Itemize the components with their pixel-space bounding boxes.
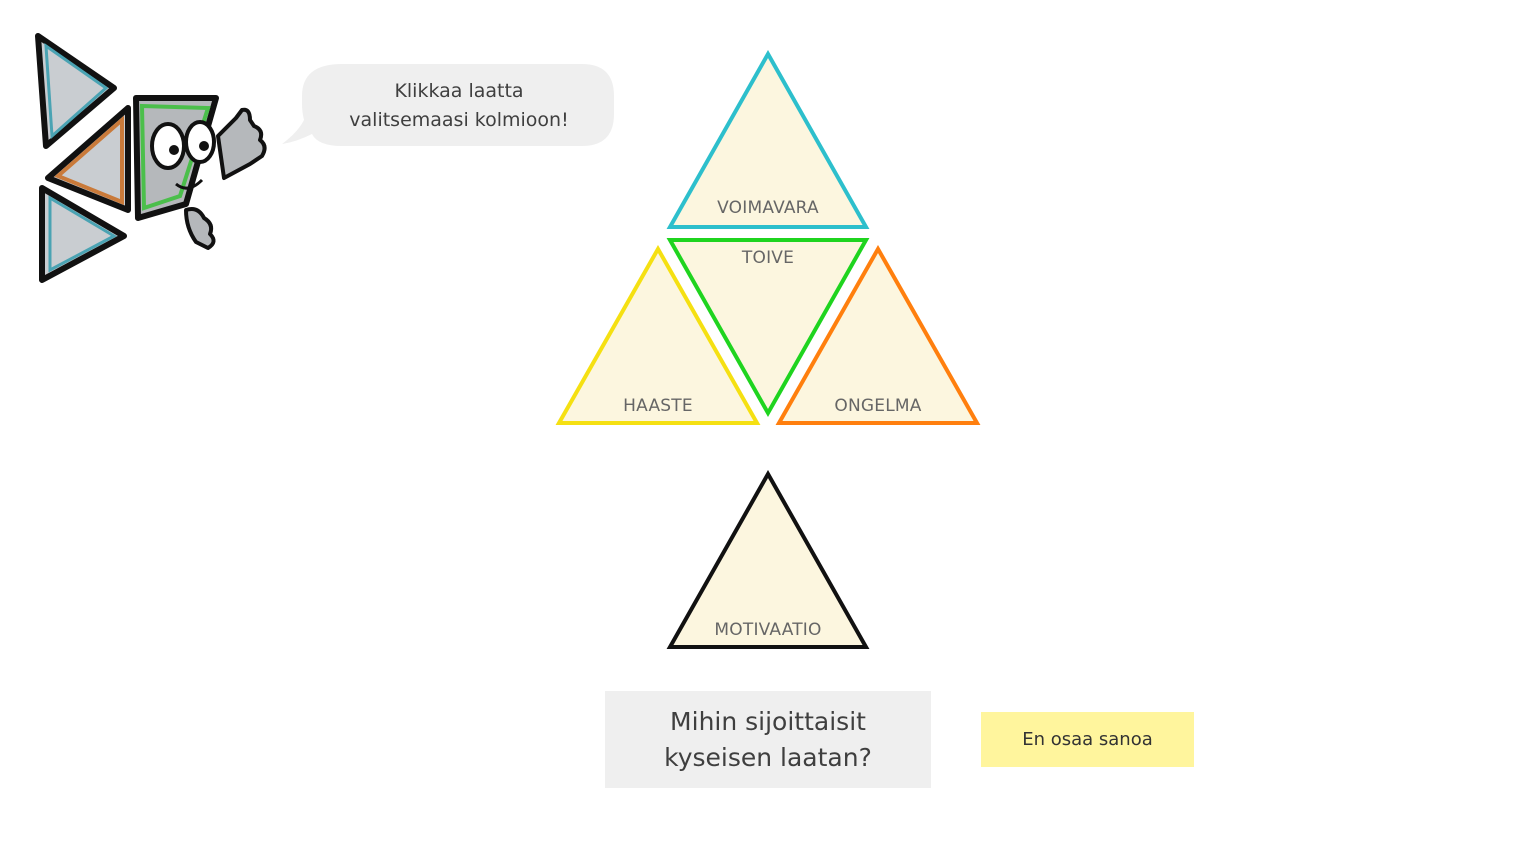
triangle-ongelma-label: ONGELMA — [834, 396, 922, 416]
triangle-motivaatio[interactable]: MOTIVAATIO — [666, 470, 870, 651]
instruction-text: Klikkaa laatta valitsemaasi kolmioon! — [304, 74, 614, 138]
triangle-ongelma[interactable]: ONGELMA — [775, 245, 981, 426]
question-line-1: Mihin sijoittaisit — [670, 706, 866, 736]
triangle-toive-label: TOIVE — [741, 248, 795, 268]
dont-know-button[interactable]: En osaa sanoa — [981, 712, 1194, 767]
triangle-haaste[interactable]: HAASTE — [555, 245, 761, 426]
triangle-toive[interactable]: TOIVE — [666, 237, 870, 418]
triangle-mascot-icon — [28, 28, 278, 290]
triangle-voimavara-label: VOIMAVARA — [717, 198, 819, 218]
dont-know-button-label: En osaa sanoa — [1022, 729, 1153, 750]
instruction-line-2: valitsemaasi kolmioon! — [349, 109, 569, 131]
triangle-haaste-label: HAASTE — [623, 396, 693, 416]
triangle-voimavara[interactable]: VOIMAVARA — [666, 50, 870, 230]
speech-bubble: Klikkaa laatta valitsemaasi kolmioon! — [282, 62, 616, 150]
question-box: Mihin sijoittaisit kyseisen laatan? — [605, 691, 931, 788]
triangle-motivaatio-label: MOTIVAATIO — [714, 620, 822, 640]
instruction-line-1: Klikkaa laatta — [394, 80, 524, 102]
question-line-2: kyseisen laatan? — [664, 742, 872, 772]
